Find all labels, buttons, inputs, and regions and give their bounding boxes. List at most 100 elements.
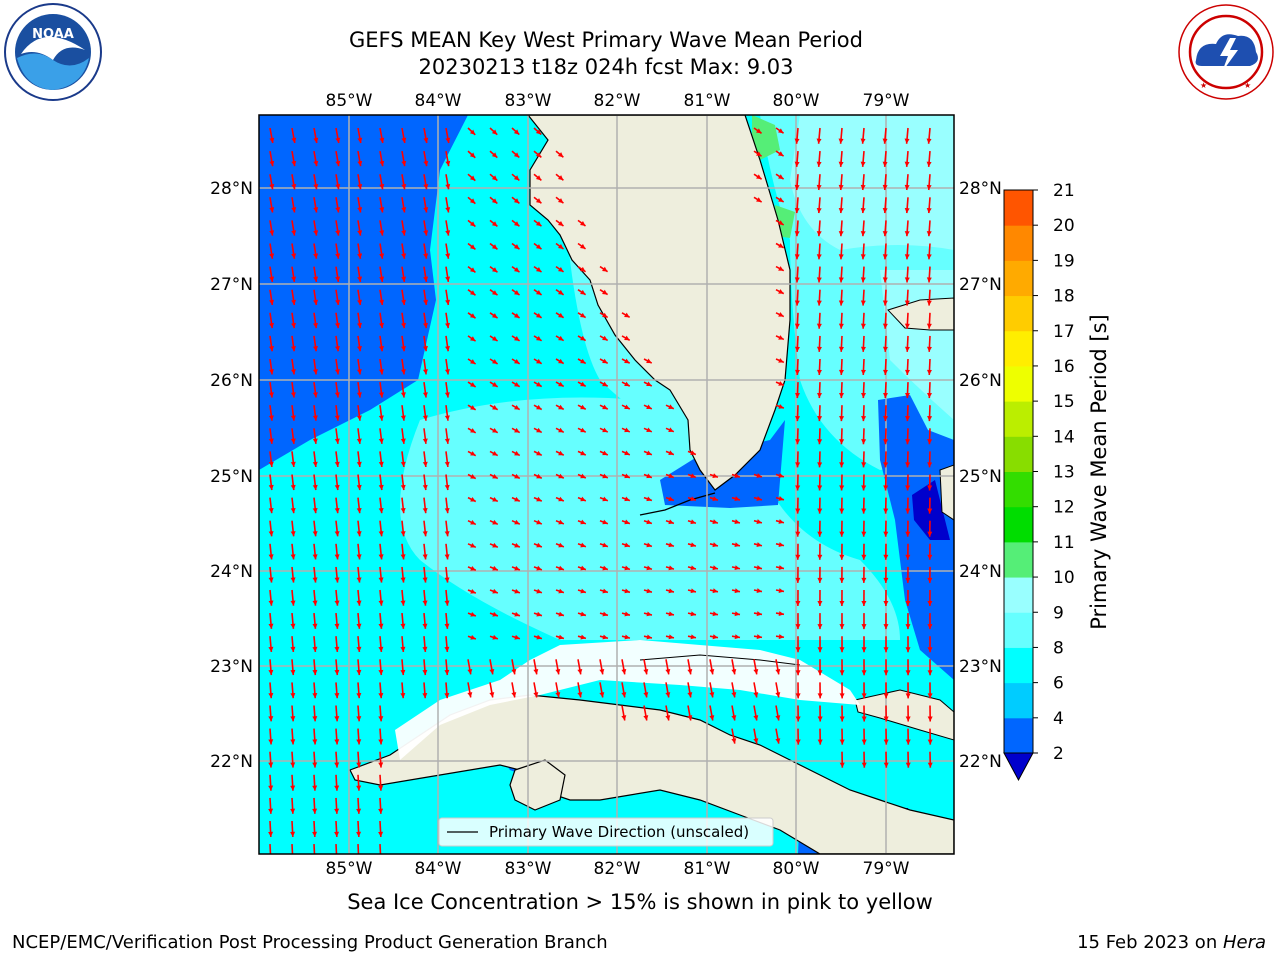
- wave-arrow-head: [378, 577, 384, 583]
- wave-arrow-head: [378, 369, 384, 375]
- wave-arrow: [356, 543, 362, 560]
- wave-arrow-head: [882, 161, 888, 167]
- wave-arrow-head: [313, 253, 319, 259]
- wave-arrow: [883, 728, 889, 745]
- wave-arrow-head: [356, 438, 362, 444]
- wave-arrow-head: [514, 290, 520, 296]
- wave-arrow: [467, 196, 476, 205]
- wave-arrow: [775, 288, 785, 295]
- wave-arrow: [291, 844, 294, 854]
- footer-date: 15 Feb 2023 on Hera: [1077, 932, 1266, 953]
- wave-arrow: [400, 589, 406, 606]
- wave-arrow-head: [817, 554, 823, 560]
- wave-arrow-head: [838, 369, 844, 375]
- wave-arrow: [775, 312, 785, 318]
- wave-arrow-head: [927, 693, 933, 699]
- wave-arrow-head: [690, 519, 696, 525]
- wave-arrow-head: [817, 531, 823, 537]
- wave-arrow: [621, 381, 631, 387]
- wave-arrow-head: [731, 715, 737, 721]
- wave-arrow-head: [269, 345, 274, 352]
- wave-arrow: [467, 659, 473, 675]
- wave-arrow: [533, 312, 543, 319]
- wave-arrow-head: [668, 496, 674, 502]
- wave-arrow-head: [555, 692, 561, 698]
- wave-arrow: [533, 588, 543, 594]
- wave-arrow-head: [794, 323, 800, 329]
- wave-arrow: [927, 405, 933, 422]
- wave-arrow: [838, 335, 844, 352]
- lon-label: 80°W: [773, 859, 820, 879]
- wave-arrow: [335, 844, 338, 854]
- wave-arrow: [861, 613, 867, 630]
- wave-arrow-head: [445, 137, 451, 144]
- colorbar-segment: [1004, 365, 1033, 402]
- wave-arrow: [356, 405, 362, 421]
- wave-arrow-head: [491, 244, 498, 250]
- wave-arrow-head: [602, 519, 608, 525]
- wave-arrow-head: [838, 254, 844, 260]
- wave-arrow-head: [423, 276, 429, 282]
- wave-arrow: [861, 751, 867, 768]
- wave-arrow-head: [668, 611, 674, 617]
- wave-arrow: [357, 174, 363, 190]
- wave-arrow-head: [334, 577, 340, 583]
- wave-arrow-head: [470, 474, 476, 479]
- wave-arrow: [400, 520, 406, 537]
- lat-label: 26°N: [210, 371, 253, 391]
- wave-arrow: [577, 496, 587, 502]
- wave-arrow: [291, 197, 297, 213]
- wave-arrow-head: [621, 715, 627, 721]
- wave-arrow: [335, 174, 341, 190]
- wave-arrow: [489, 519, 499, 526]
- wave-arrow: [312, 774, 318, 791]
- wave-arrow: [795, 382, 801, 399]
- wave-arrow: [621, 588, 631, 594]
- wave-arrow: [643, 381, 653, 387]
- wave-arrow-head: [580, 542, 586, 548]
- wave-arrow: [422, 636, 428, 653]
- wave-arrow: [687, 450, 697, 456]
- wave-arrow-head: [558, 427, 564, 433]
- wave-arrow: [883, 566, 889, 583]
- wave-arrow: [400, 543, 406, 560]
- wave-arrow: [817, 451, 823, 468]
- wave-arrow: [511, 219, 520, 227]
- wave-arrow-head: [580, 611, 586, 617]
- wave-arrow: [511, 312, 521, 319]
- wave-arrow-shaft: [313, 844, 316, 854]
- wave-arrow: [489, 381, 499, 388]
- wave-arrow-head: [401, 276, 407, 282]
- wave-arrow-head: [558, 473, 564, 479]
- wave-arrow: [423, 312, 428, 329]
- wave-arrow: [817, 520, 823, 537]
- wave-arrow-head: [839, 739, 845, 745]
- wave-arrow-head: [643, 715, 649, 721]
- wave-arrow-head: [313, 276, 319, 282]
- wave-arrow-head: [378, 785, 384, 791]
- wave-arrow: [861, 451, 867, 468]
- wave-arrow-head: [401, 160, 407, 167]
- wave-arrow-head: [536, 312, 542, 318]
- wave-arrow-head: [379, 322, 384, 329]
- svg-text:★: ★: [1244, 81, 1251, 90]
- wave-arrow: [816, 243, 822, 260]
- wave-arrow-head: [511, 668, 517, 675]
- wave-arrow-head: [379, 183, 385, 190]
- wave-arrow-head: [687, 692, 693, 698]
- colorbar-segment: [1004, 190, 1033, 226]
- wave-arrow-head: [290, 739, 296, 745]
- wave-arrow-head: [444, 669, 450, 676]
- wave-arrow-head: [734, 519, 740, 524]
- wave-arrow: [599, 473, 609, 479]
- wave-arrow-head: [905, 416, 911, 422]
- wave-arrow-head: [312, 646, 318, 652]
- wave-arrow-head: [378, 669, 384, 676]
- wave-arrow: [795, 566, 801, 583]
- wave-arrow: [577, 381, 587, 388]
- wave-arrow-head: [334, 461, 340, 467]
- wave-arrow-head: [778, 473, 784, 478]
- wave-arrow-head: [313, 230, 319, 236]
- wave-arrow: [926, 358, 932, 375]
